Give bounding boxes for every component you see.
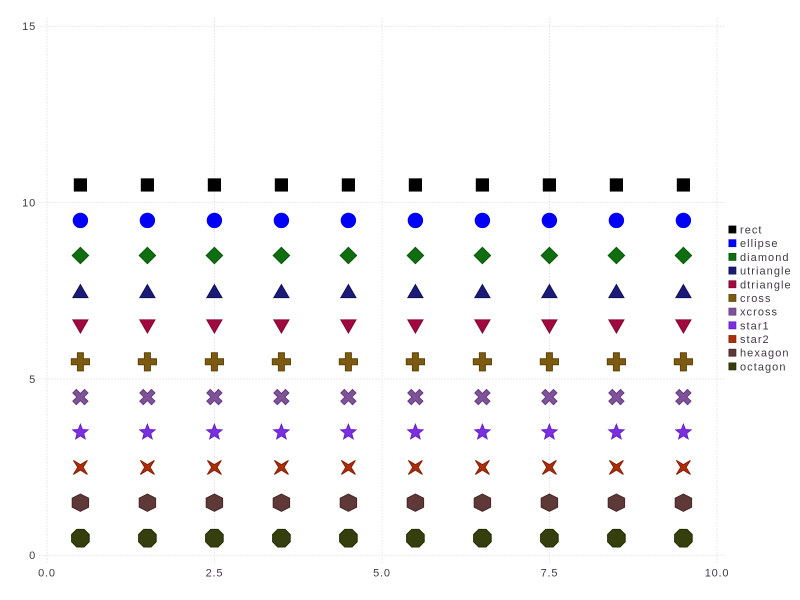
svg-text:star1: star1 xyxy=(740,320,770,332)
svg-text:7.5: 7.5 xyxy=(541,568,559,580)
svg-text:5: 5 xyxy=(29,374,36,386)
svg-text:star2: star2 xyxy=(740,334,770,346)
svg-text:hexagon: hexagon xyxy=(740,348,790,360)
svg-text:xcross: xcross xyxy=(740,307,778,319)
svg-text:10.0: 10.0 xyxy=(705,568,730,580)
svg-text:ellipse: ellipse xyxy=(740,238,779,250)
svg-text:10: 10 xyxy=(22,198,36,210)
svg-text:0.0: 0.0 xyxy=(38,568,56,580)
svg-text:15: 15 xyxy=(22,21,36,33)
svg-text:utriangle: utriangle xyxy=(740,266,792,278)
svg-text:diamond: diamond xyxy=(740,252,790,264)
svg-text:cross: cross xyxy=(740,293,772,305)
svg-text:0: 0 xyxy=(29,550,36,562)
svg-text:2.5: 2.5 xyxy=(206,568,224,580)
svg-text:rect: rect xyxy=(740,225,763,237)
svg-text:octagon: octagon xyxy=(740,361,787,373)
svg-text:5.0: 5.0 xyxy=(373,568,391,580)
svg-text:dtriangle: dtriangle xyxy=(740,279,792,291)
